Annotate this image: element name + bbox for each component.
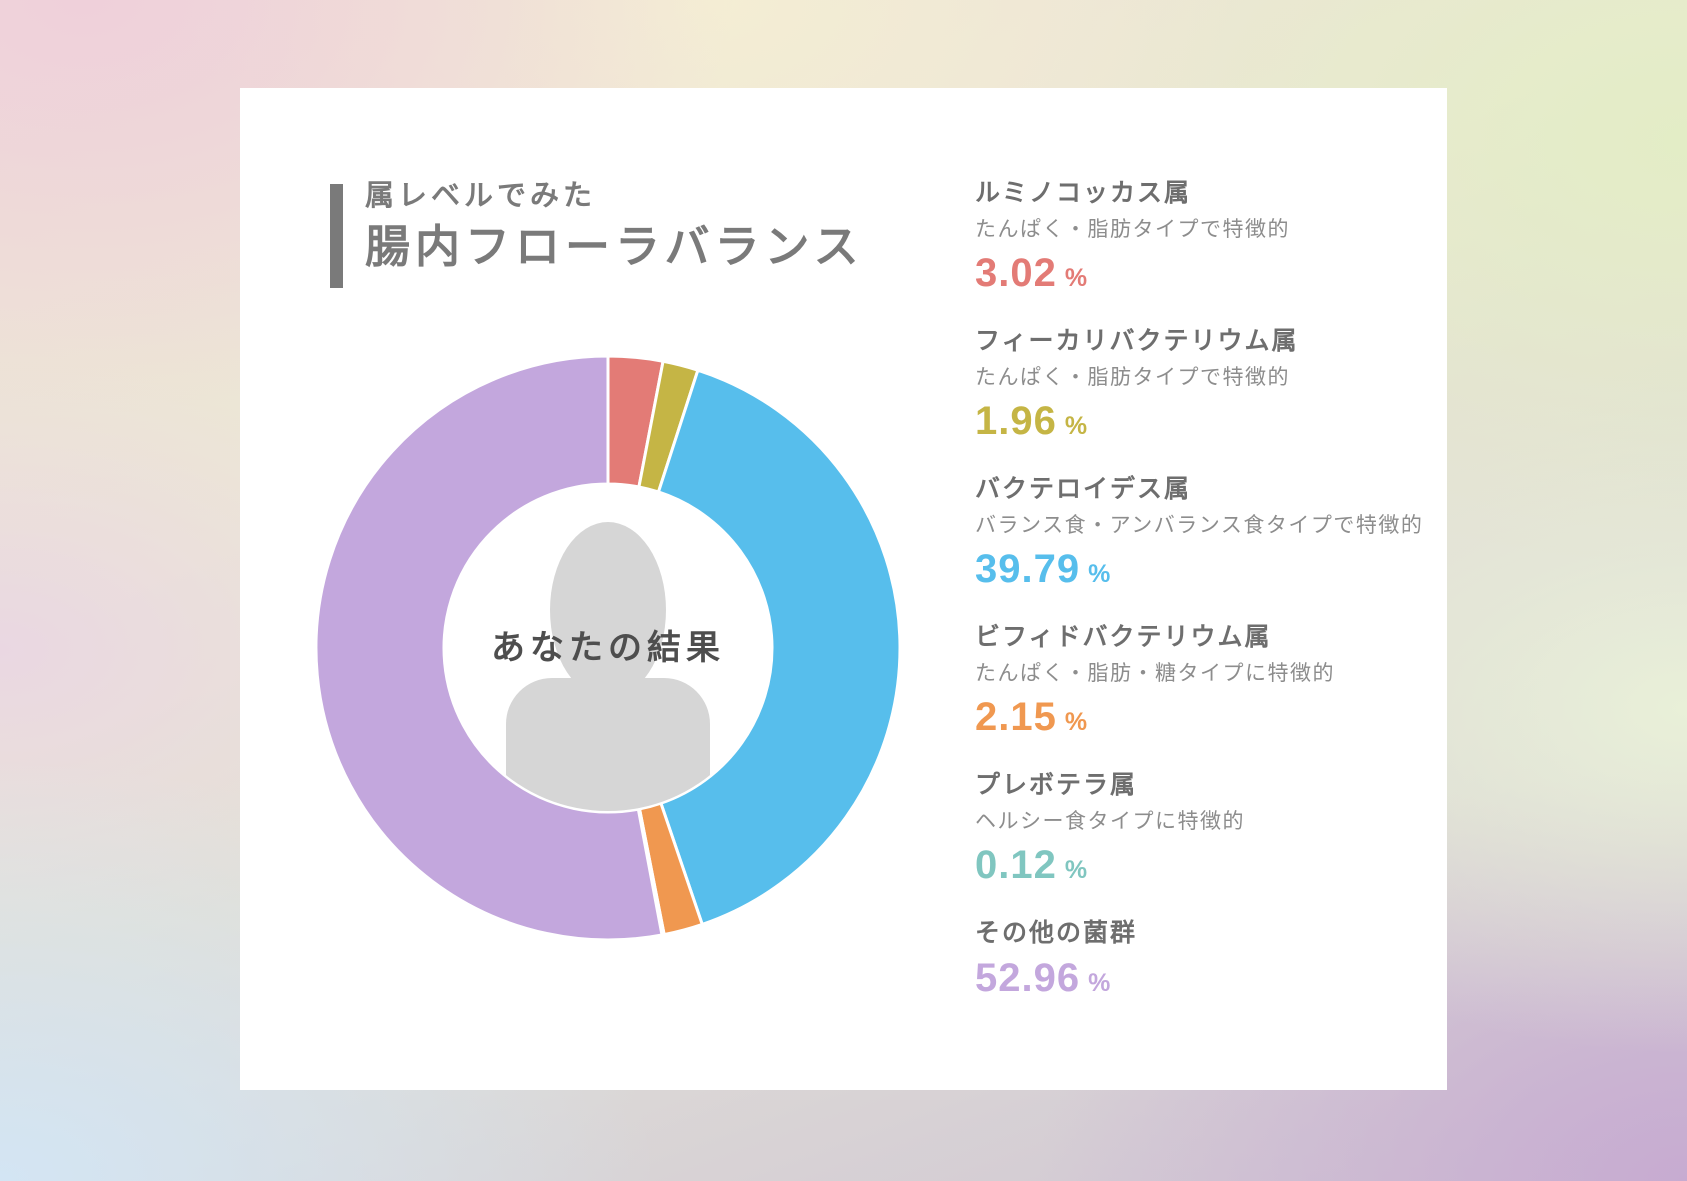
legend-item-unit: % (1064, 412, 1089, 440)
legend-item: ビフィドバクテリウム属 たんぱく・脂肪・糖タイプに特徴的 2.15% (975, 622, 1440, 744)
legend-item-percent: 3.02 (975, 251, 1057, 295)
legend-item-description: たんぱく・脂肪・糖タイプに特徴的 (975, 662, 1335, 685)
legend-item-value: 3.02% (975, 251, 1440, 300)
legend-item-description: たんぱく・脂肪タイプで特徴的 (975, 218, 1290, 241)
person-silhouette-icon (506, 522, 710, 811)
legend-item-value: 39.79% (975, 547, 1440, 596)
legend-item-name: ルミノコッカス属 (975, 179, 1192, 207)
legend-item-name: その他の菌群 (975, 919, 1138, 947)
legend-item-description: たんぱく・脂肪タイプで特徴的 (975, 366, 1290, 389)
legend-item-value: 1.96% (975, 399, 1440, 448)
chart-title: 腸内フローラバランス (365, 221, 864, 272)
legend-item-name: ビフィドバクテリウム属 (975, 623, 1272, 651)
chart-subtitle: 属レベルでみた (365, 180, 597, 212)
legend-item-name: フィーカリバクテリウム属 (975, 327, 1299, 355)
legend-item: プレボテラ属 ヘルシー食タイプに特徴的 0.12% (975, 770, 1440, 892)
legend-item-unit: % (1088, 969, 1112, 997)
legend-item-value: 0.12% (975, 843, 1440, 892)
legend: ルミノコッカス属 たんぱく・脂肪タイプで特徴的 3.02% フィーカリバクテリウ… (975, 178, 1440, 1031)
legend-item-description: バランス食・アンバランス食タイプで特徴的 (975, 514, 1424, 537)
legend-item-unit: % (1088, 560, 1112, 588)
legend-item-name: バクテロイデス属 (975, 475, 1192, 503)
donut-center-label: あなたの結果 (491, 629, 725, 667)
legend-item-unit: % (1064, 856, 1089, 884)
legend-item-unit: % (1064, 708, 1089, 736)
legend-item-percent: 39.79 (975, 547, 1081, 591)
legend-item: ルミノコッカス属 たんぱく・脂肪タイプで特徴的 3.02% (975, 178, 1440, 300)
legend-item-percent: 0.12 (975, 843, 1057, 887)
legend-item: その他の菌群 52.96% (975, 918, 1440, 1005)
legend-item: バクテロイデス属 バランス食・アンバランス食タイプで特徴的 39.79% (975, 474, 1440, 596)
chart-title-block: 属レベルでみた 腸内フローラバランス (330, 178, 864, 288)
legend-item-unit: % (1064, 264, 1089, 292)
legend-item-percent: 2.15 (975, 695, 1057, 739)
legend-item-percent: 1.96 (975, 399, 1057, 443)
legend-item: フィーカリバクテリウム属 たんぱく・脂肪タイプで特徴的 1.96% (975, 326, 1440, 448)
donut-chart: あなたの結果 (308, 348, 908, 948)
legend-item-percent: 52.96 (975, 956, 1081, 1000)
legend-item-value: 2.15% (975, 695, 1440, 744)
donut-chart-svg (314, 354, 902, 942)
legend-item-value: 52.96% (975, 956, 1440, 1005)
report-card: 属レベルでみた 腸内フローラバランス あなたの結果 ルミノコッカス属 (240, 88, 1447, 1090)
legend-item-description: ヘルシー食タイプに特徴的 (975, 810, 1245, 833)
legend-item-name: プレボテラ属 (975, 771, 1138, 799)
title-accent-bar (330, 184, 343, 288)
